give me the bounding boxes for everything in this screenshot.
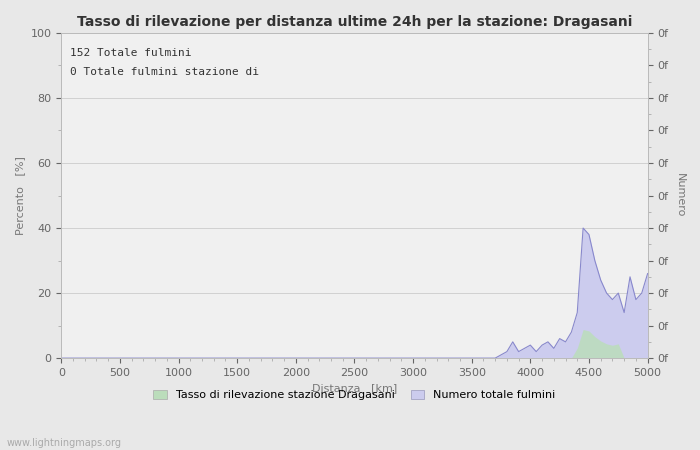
Text: 0 Totale fulmini stazione di: 0 Totale fulmini stazione di — [70, 67, 259, 77]
Y-axis label: Numero: Numero — [675, 173, 685, 218]
X-axis label: Distanza   [km]: Distanza [km] — [312, 383, 397, 393]
Text: 152 Totale fulmini: 152 Totale fulmini — [70, 48, 192, 58]
Text: www.lightningmaps.org: www.lightningmaps.org — [7, 438, 122, 448]
Legend: Tasso di rilevazione stazione Dragasani, Numero totale fulmini: Tasso di rilevazione stazione Dragasani,… — [149, 385, 560, 405]
Title: Tasso di rilevazione per distanza ultime 24h per la stazione: Dragasani: Tasso di rilevazione per distanza ultime… — [77, 15, 632, 29]
Y-axis label: Percento   [%]: Percento [%] — [15, 156, 25, 235]
